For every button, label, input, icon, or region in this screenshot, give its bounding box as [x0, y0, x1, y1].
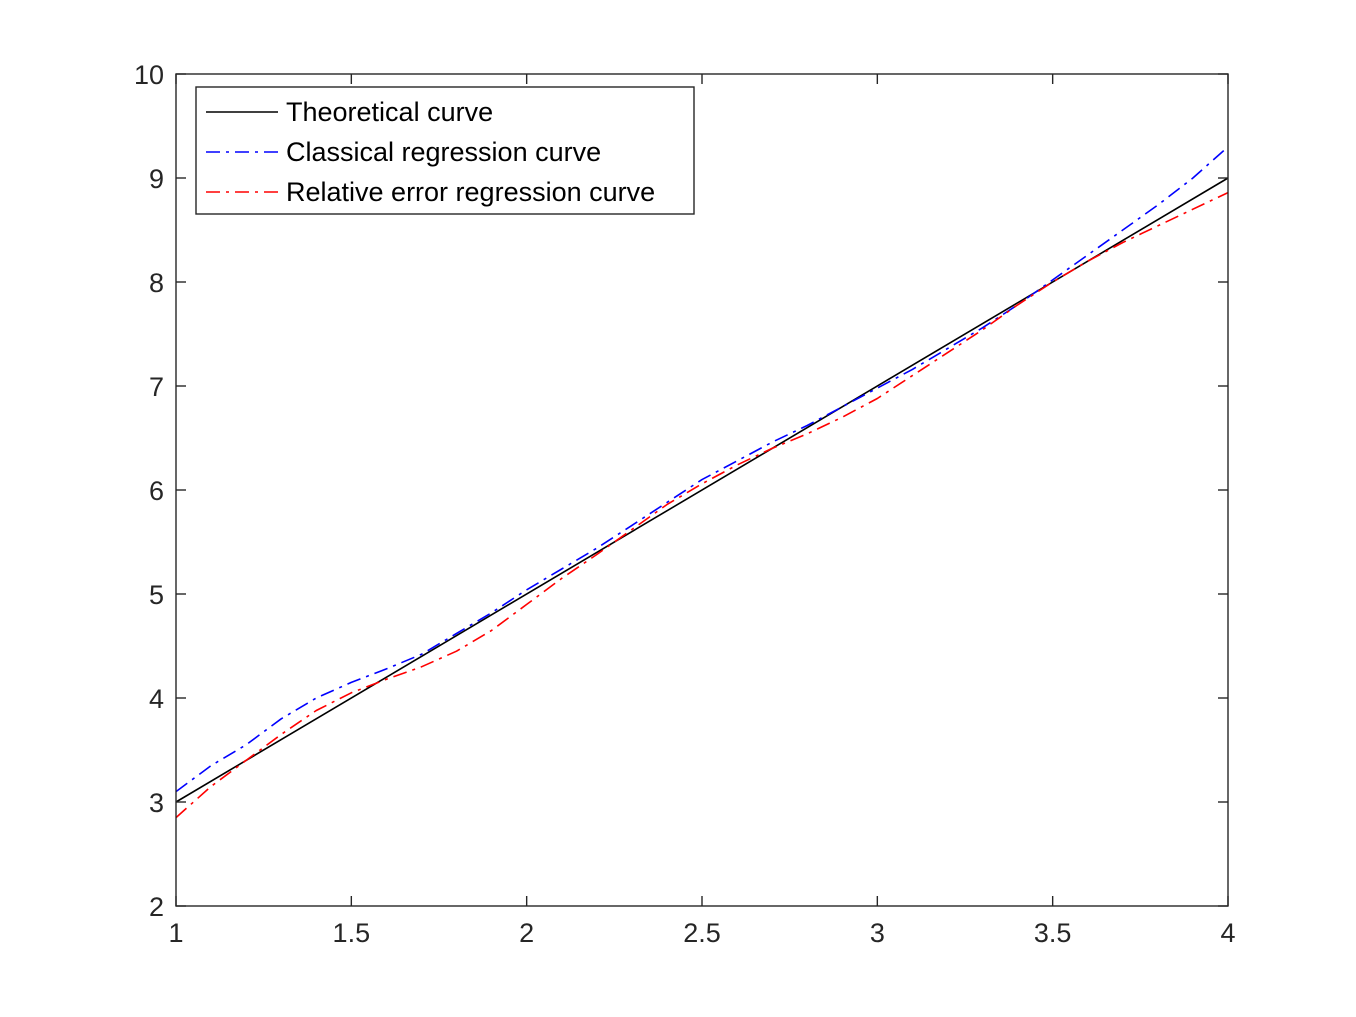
x-tick-label: 3 — [870, 918, 885, 948]
series-line-theoretical-curve — [175, 177, 1229, 803]
series-layer — [175, 146, 1229, 819]
y-tick-label: 6 — [149, 476, 164, 506]
y-tick-label: 3 — [149, 788, 164, 818]
y-tick-label: 9 — [149, 164, 164, 194]
y-tick-label: 4 — [149, 684, 164, 714]
y-tick-label: 2 — [149, 892, 164, 922]
legend-label: Theoretical curve — [286, 97, 493, 127]
legend-label: Relative error regression curve — [286, 177, 655, 207]
x-tick-label: 2 — [519, 918, 534, 948]
y-tick-label: 8 — [149, 268, 164, 298]
legend: Theoretical curve Classical regression cu… — [195, 86, 695, 215]
legend-box — [195, 86, 695, 215]
y-tick-label: 10 — [134, 60, 164, 90]
x-tick-label: 1 — [168, 918, 183, 948]
legend-label: Classical regression curve — [286, 137, 601, 167]
x-tick-label: 3.5 — [1034, 918, 1072, 948]
x-tick-label: 4 — [1220, 918, 1235, 948]
y-tick-label: 7 — [149, 372, 164, 402]
x-tick-label: 1.5 — [333, 918, 371, 948]
tick-layer: 1 1.5 2 2.5 3 3.5 4 2 3 4 5 6 7 8 9 10 — [134, 60, 1236, 948]
series-line-relative-error-regression-curve — [175, 191, 1229, 819]
y-tick-label: 5 — [149, 580, 164, 610]
x-tick-label: 2.5 — [683, 918, 721, 948]
series-line-classical-regression-curve — [175, 146, 1229, 793]
